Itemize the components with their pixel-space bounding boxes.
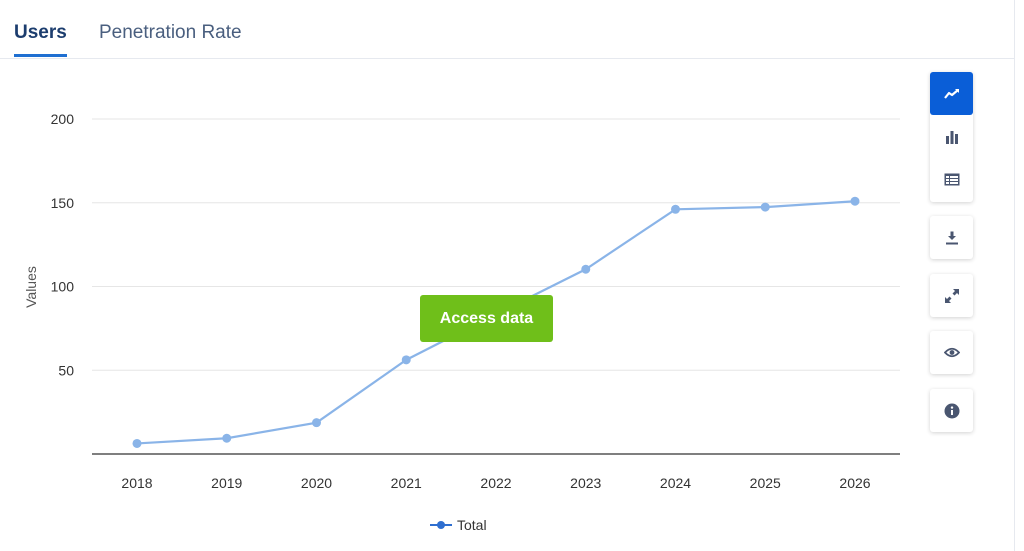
y-tick-label-200: 200 <box>51 111 75 127</box>
data-point-2025 <box>760 202 770 212</box>
fullscreen-button[interactable] <box>930 274 973 317</box>
legend[interactable]: Total <box>430 517 487 533</box>
tab-users[interactable]: Users <box>14 22 67 57</box>
info-button[interactable] <box>930 389 973 432</box>
download-icon <box>945 231 958 244</box>
x-tick-label-2024: 2024 <box>660 475 691 491</box>
download-button[interactable] <box>930 216 973 259</box>
data-point-2023 <box>581 264 591 274</box>
fullscreen-icon <box>944 288 959 303</box>
eye-icon <box>943 347 960 358</box>
data-point-2020 <box>312 418 321 428</box>
legend-marker-icon <box>430 521 452 529</box>
chart-type-group <box>930 72 973 202</box>
info-icon <box>944 403 959 418</box>
x-tick-label-2019: 2019 <box>211 475 242 491</box>
x-tick-label-2022: 2022 <box>480 475 511 491</box>
data-point-2019 <box>222 433 232 443</box>
x-tick-label-2023: 2023 <box>570 475 601 491</box>
data-point-2026 <box>850 196 860 206</box>
table-button[interactable] <box>930 158 973 201</box>
y-tick-label-150: 150 <box>51 195 75 211</box>
y-tick-label-100: 100 <box>51 279 75 295</box>
x-tick-label-2018: 2018 <box>121 475 152 491</box>
y-axis-title: Values <box>23 266 39 308</box>
table-icon <box>944 173 959 186</box>
panel-divider <box>1014 0 1015 551</box>
data-point-2018 <box>132 438 142 448</box>
tab-bar: Users Penetration Rate <box>0 0 1014 59</box>
tab-penetration-rate[interactable]: Penetration Rate <box>99 22 242 43</box>
x-tick-label-2025: 2025 <box>750 475 781 491</box>
line-chart-button[interactable] <box>930 72 973 115</box>
x-tick-label-2026: 2026 <box>839 475 870 491</box>
bar-chart-icon <box>945 130 958 144</box>
access-data-button[interactable]: Access data <box>420 295 553 342</box>
bar-chart-button[interactable] <box>930 115 973 158</box>
x-tick-label-2020: 2020 <box>301 475 332 491</box>
line-chart-icon <box>943 88 959 99</box>
data-point-2021 <box>401 355 411 365</box>
x-tick-label-2021: 2021 <box>391 475 422 491</box>
y-tick-label-50: 50 <box>58 362 74 378</box>
view-button[interactable] <box>930 331 973 374</box>
data-point-2024 <box>671 204 680 214</box>
legend-label-total: Total <box>457 517 487 533</box>
